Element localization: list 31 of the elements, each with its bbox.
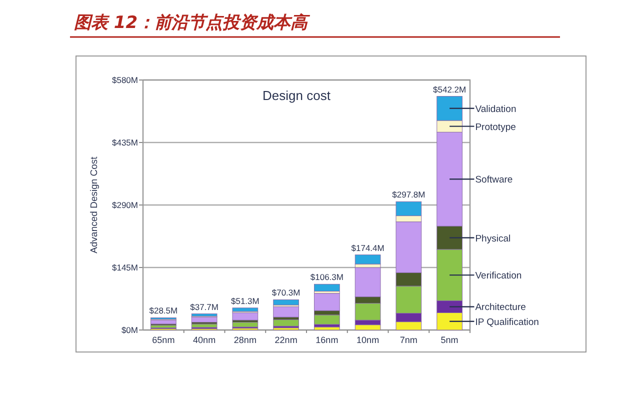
series-label: Software xyxy=(475,174,513,186)
series-label: Validation xyxy=(475,104,516,115)
series-label: Architecture xyxy=(475,302,526,314)
series-label: Prototype xyxy=(475,122,516,133)
total-label: $106.3M xyxy=(310,272,344,282)
series-label: IP Qualification xyxy=(475,316,539,328)
total-label: $297.8M xyxy=(392,190,426,200)
series-label: Physical xyxy=(475,233,511,244)
x-tick-label: 40nm xyxy=(193,335,216,345)
y-tick-label: $435M xyxy=(112,138,138,148)
x-tick-label: 7nm xyxy=(400,335,418,345)
total-label: $70.3M xyxy=(272,288,300,298)
total-label: $51.3M xyxy=(231,296,260,306)
x-tick-label: 16nm xyxy=(316,335,338,345)
total-label: $542.2M xyxy=(433,84,466,94)
y-tick-label: $145M xyxy=(112,262,138,272)
total-label: $28.5M xyxy=(149,306,178,316)
chart-title: 图表 12：前沿节点投资成本高 xyxy=(74,13,311,33)
x-tick-label: 5nm xyxy=(440,335,458,345)
x-tick-label: 10nm xyxy=(356,335,380,345)
series-label: Verification xyxy=(475,270,522,282)
x-tick-label: 28nm xyxy=(234,335,256,345)
x-tick-label: 22nm xyxy=(274,335,298,345)
text: Design cost xyxy=(262,88,331,103)
y-tick-label: $290M xyxy=(112,200,138,210)
total-label: $37.7M xyxy=(190,302,218,312)
x-tick-label: 65nm xyxy=(152,335,175,345)
total-label: $174.4M xyxy=(351,242,384,253)
y-tick-label: $0M xyxy=(121,325,138,335)
y-tick-label: $580M xyxy=(112,75,138,85)
y-axis-title: Advanced Design Cost xyxy=(89,156,100,254)
